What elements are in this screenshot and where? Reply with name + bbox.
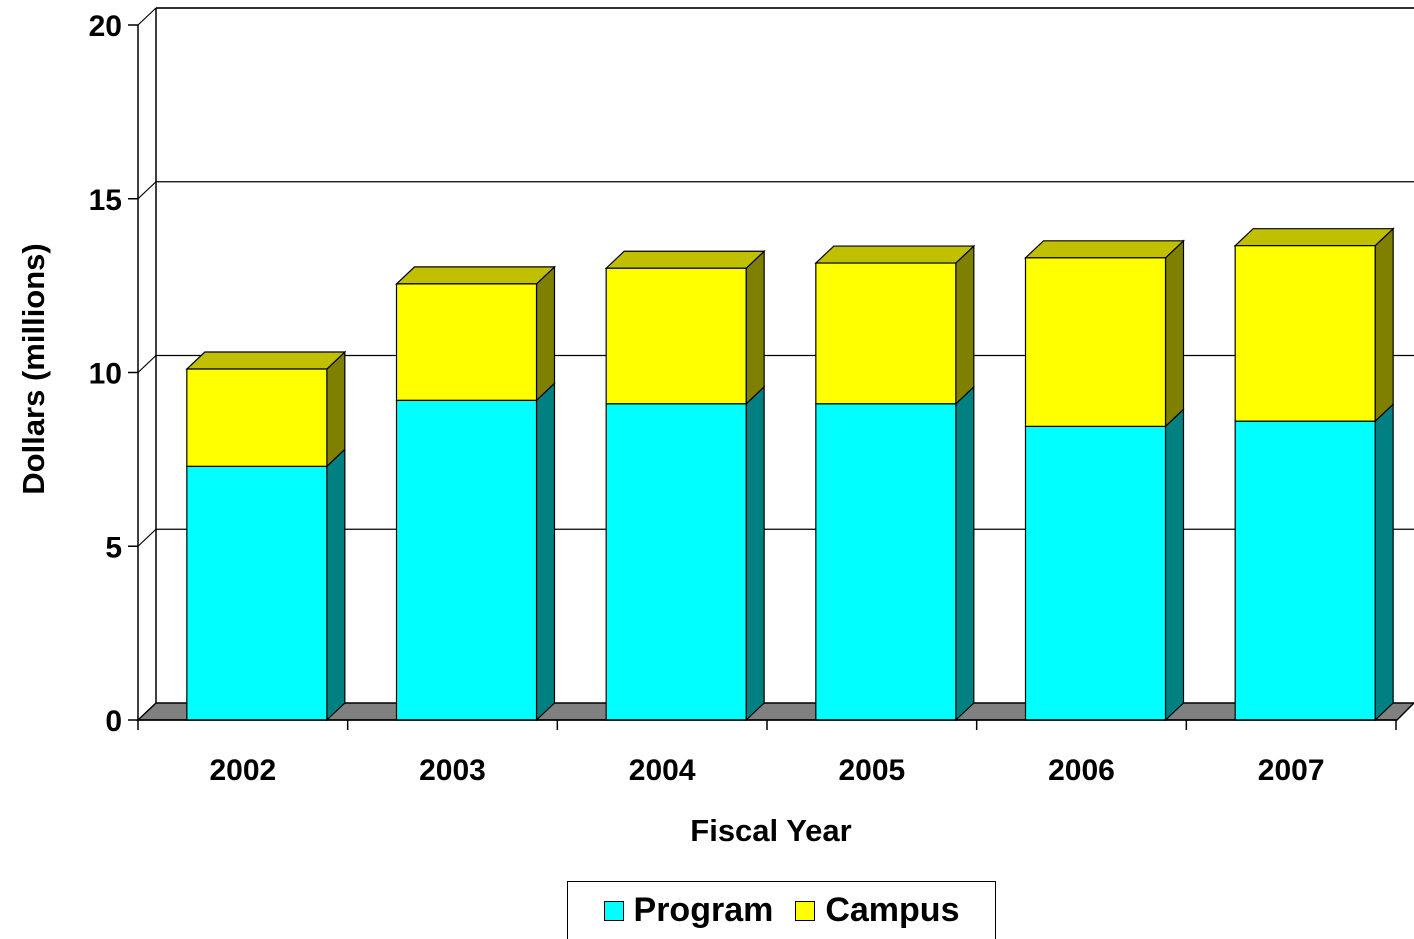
bar-front-campus-2006 [1024,257,1167,427]
x-tick-label: 2003 [419,754,486,787]
bar-segment-campus [814,244,976,406]
bar-top-face [814,245,976,264]
bar-side-face [535,381,556,722]
gridlines [137,7,1414,547]
bar-side-face [745,385,765,722]
x-tick-labels: 2002 2003 2004 2005 2006 2007 [209,754,1324,787]
bar-side-face [1374,402,1394,722]
bars [185,227,1395,722]
y-tick-label: 20 [89,10,122,43]
bar-top-face [1233,228,1395,247]
y-tick-label: 10 [89,358,122,391]
bar-top-face [185,351,347,370]
bar-segment-program [1234,402,1394,722]
legend-entry-program: Program [603,891,774,930]
y-tick-label: 0 [105,705,122,738]
bar-front-program-2004 [605,403,747,721]
gridline-depth [137,181,157,200]
bar-front-campus-2003 [395,283,538,401]
legend-label-program: Program [633,891,774,929]
gridline-depth [137,355,157,373]
bar-front-program-2006 [1024,425,1167,721]
bar-segment-campus [185,350,347,468]
bar-side-face [535,265,556,402]
bar-front-campus-2004 [605,267,747,405]
bar-segment-program [605,385,765,722]
bar-front-campus-2005 [815,262,957,405]
bar-top-face [1023,240,1186,259]
bar-front-campus-2007 [1234,245,1376,422]
bar-front-program-2002 [186,465,328,721]
y-axis-title: Dollars (millions) [16,243,51,494]
x-axis-title: Fiscal Year [690,813,851,848]
y-tick-label: 5 [105,531,122,564]
bar-segment-campus [1023,239,1186,428]
legend: Program Campus [567,881,996,939]
legend-swatch-program [603,900,624,921]
bar-segment-program [395,381,556,722]
bar-side-face [955,244,975,406]
bar-segment-program [186,447,346,722]
bar-front-program-2005 [815,403,957,721]
bar-side-face [1374,227,1394,423]
bar-side-face [326,350,346,468]
bar-side-face [326,447,346,722]
bar-segment-campus [394,265,557,402]
x-tick-label: 2006 [1048,754,1115,787]
bar-front-program-2007 [1234,420,1376,721]
bar-segment-campus [1233,227,1395,423]
x-tick-label: 2002 [209,754,276,787]
bar-segment-program [815,385,975,722]
legend-swatch-campus [795,900,816,921]
bar-front-campus-2002 [186,368,328,467]
x-tick-label: 2007 [1258,754,1325,787]
gridline-depth [137,528,157,547]
bar-side-face [745,249,765,406]
x-tick-label: 2004 [629,754,696,787]
y-tick-label: 15 [89,184,122,217]
bar-front-program-2003 [395,399,538,721]
bar-top-face [394,266,557,285]
bar-segment-campus [604,249,766,406]
x-tick-label: 2005 [838,754,905,787]
legend-entry-campus: Campus [795,891,959,930]
bar-segment-program [1024,407,1185,722]
legend-label-campus: Campus [825,891,960,929]
bar-side-face [1164,239,1185,428]
bar-side-face [1164,407,1185,722]
axes [128,24,1397,730]
y-tick-labels: 0 5 10 15 20 [89,10,122,738]
bar-top-face [604,250,766,269]
bar-side-face [955,385,975,722]
gridline-depth [137,7,157,26]
